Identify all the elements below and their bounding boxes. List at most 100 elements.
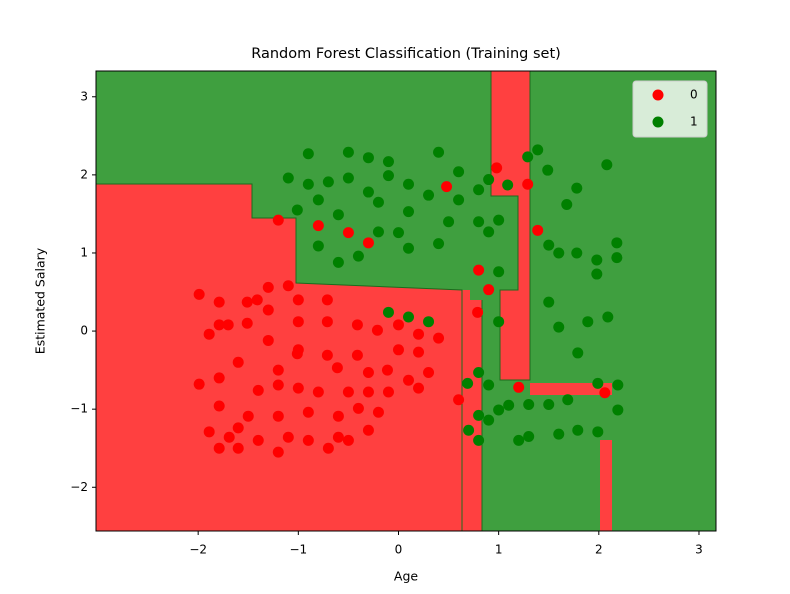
point	[473, 366, 485, 378]
point	[203, 328, 215, 340]
point	[591, 268, 603, 280]
point	[592, 426, 604, 438]
point	[483, 414, 495, 426]
point	[242, 410, 254, 422]
point	[372, 226, 384, 238]
point	[441, 181, 453, 193]
point	[302, 148, 314, 160]
point	[443, 216, 455, 228]
legend-marker	[652, 89, 664, 101]
point	[371, 324, 383, 336]
region-class-0	[491, 71, 530, 380]
point	[331, 362, 343, 374]
point	[473, 409, 485, 421]
point	[232, 422, 244, 434]
point	[332, 256, 344, 268]
point	[262, 304, 274, 316]
point	[483, 284, 495, 296]
point	[423, 316, 435, 328]
point	[321, 349, 333, 361]
region-edge	[490, 71, 531, 381]
point	[453, 166, 465, 178]
point	[332, 431, 344, 443]
point	[513, 434, 525, 446]
y-tick-label: 1	[80, 245, 88, 259]
point	[362, 152, 374, 164]
point	[382, 386, 394, 398]
point	[382, 306, 394, 318]
point	[611, 237, 623, 249]
region-class-0	[96, 290, 462, 531]
point	[523, 398, 535, 410]
point	[321, 316, 333, 328]
point	[213, 319, 225, 331]
point	[262, 281, 274, 293]
point	[572, 347, 584, 359]
point	[362, 186, 374, 198]
point	[312, 220, 324, 232]
point	[553, 428, 565, 440]
point	[572, 424, 584, 436]
point	[272, 379, 284, 391]
point	[543, 398, 555, 410]
point	[523, 431, 535, 443]
point	[513, 381, 525, 393]
point	[571, 247, 583, 259]
point	[291, 348, 303, 360]
point	[372, 196, 384, 208]
y-tick-label: 3	[80, 89, 88, 103]
x-tick-label: −2	[189, 543, 207, 557]
point	[302, 406, 314, 418]
point	[332, 209, 344, 221]
point	[542, 164, 554, 176]
point	[321, 294, 333, 306]
point	[193, 288, 205, 300]
point	[503, 399, 515, 411]
point	[473, 216, 485, 228]
points	[193, 144, 624, 458]
legend-box	[632, 80, 708, 138]
point	[382, 156, 394, 168]
y-tick-label: −2	[70, 480, 88, 494]
point	[532, 224, 544, 236]
point	[241, 317, 253, 329]
legend-label: 0	[690, 88, 698, 102]
point	[612, 404, 624, 416]
region-edge	[96, 183, 463, 531]
region-class-0	[530, 383, 612, 395]
point	[213, 296, 225, 308]
point	[453, 194, 465, 206]
point	[403, 311, 415, 323]
point	[423, 366, 435, 378]
point	[223, 431, 235, 443]
point	[491, 162, 503, 174]
point	[272, 410, 284, 422]
region-class-0	[600, 440, 612, 531]
decision-regions	[96, 71, 716, 531]
point	[352, 250, 364, 262]
point	[292, 294, 304, 306]
point	[291, 204, 303, 216]
point	[472, 306, 484, 318]
point	[312, 240, 324, 252]
point	[322, 442, 334, 454]
point	[362, 237, 374, 249]
point	[553, 247, 565, 259]
point	[351, 319, 363, 331]
point	[602, 311, 614, 323]
legend-marker	[652, 116, 664, 128]
point	[232, 356, 244, 368]
point	[213, 372, 225, 384]
point	[213, 400, 225, 412]
point	[562, 394, 574, 406]
point	[483, 174, 495, 186]
x-tick-label: −1	[289, 543, 307, 557]
point	[502, 179, 514, 191]
point	[282, 280, 294, 292]
point	[302, 434, 314, 446]
y-tick-label: 2	[80, 167, 88, 181]
x-tick-label: 0	[395, 543, 403, 557]
point	[372, 406, 384, 418]
point	[342, 434, 354, 446]
